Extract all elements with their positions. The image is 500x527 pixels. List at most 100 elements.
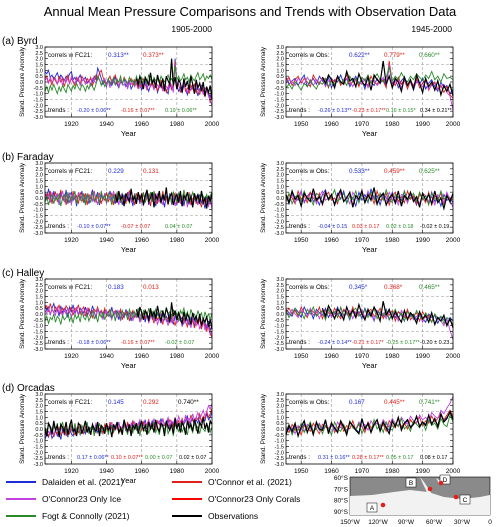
y-tick-label: 2.5 bbox=[35, 283, 43, 289]
correl-value: 0.741** bbox=[419, 399, 440, 406]
map-lon-label: 60°W bbox=[426, 518, 443, 526]
x-tick-label: 1950 bbox=[294, 353, 309, 360]
x-tick-label: 1990 bbox=[415, 353, 430, 360]
y-tick-label: 0.0 bbox=[35, 312, 43, 318]
y-tick-label: -1.5 bbox=[275, 445, 284, 451]
y-tick-label: 0.0 bbox=[276, 80, 284, 86]
legend-label: O'Connor23 Only Corals bbox=[208, 494, 300, 504]
correl-value: 0.622** bbox=[349, 52, 370, 59]
legend-label: O'Connor23 Only Ice bbox=[42, 494, 121, 504]
map-lat-label: 80°S bbox=[334, 497, 349, 505]
series-line-4 bbox=[135, 58, 213, 100]
y-tick-label: 3.0 bbox=[35, 392, 43, 398]
x-tick-label: 1990 bbox=[415, 237, 430, 244]
series-line-4 bbox=[135, 302, 213, 330]
correl-value: 0.779** bbox=[384, 52, 405, 59]
x-axis-label: Year bbox=[362, 129, 378, 138]
x-tick-label: 1960 bbox=[134, 121, 149, 128]
y-tick-label: 2.5 bbox=[276, 283, 284, 289]
series-line-2 bbox=[44, 305, 213, 337]
y-tick-label: -2.5 bbox=[34, 225, 43, 231]
correl-value: 0.459** bbox=[384, 168, 405, 175]
map-lon-label: 0 bbox=[488, 519, 492, 526]
correls-prefix: correls w Obs: bbox=[289, 399, 329, 406]
y-tick-label: -1.0 bbox=[275, 439, 284, 445]
y-tick-label: -2.0 bbox=[34, 335, 43, 341]
x-tick-label: 1980 bbox=[385, 237, 400, 244]
period-label-right: 1945-2000 bbox=[411, 24, 452, 34]
trend-value: 0.03 ± 0.17 bbox=[352, 224, 379, 230]
y-tick-label: 3.0 bbox=[276, 45, 284, 51]
x-tick-label: 1960 bbox=[134, 353, 149, 360]
y-tick-label: -0.5 bbox=[34, 318, 43, 324]
y-tick-label: 2.0 bbox=[276, 173, 284, 179]
trend-value: 0.08 ± 0.17 bbox=[420, 455, 447, 461]
x-tick-label: 2000 bbox=[446, 468, 461, 475]
y-tick-label: 3.0 bbox=[276, 277, 284, 283]
y-tick-label: 2.0 bbox=[35, 404, 43, 410]
y-tick-label: 2.0 bbox=[276, 57, 284, 63]
y-tick-label: -2.5 bbox=[34, 341, 43, 347]
y-tick-label: 1.0 bbox=[276, 300, 284, 306]
y-axis-label: Stand. Pressure Anomaly bbox=[260, 278, 267, 349]
x-tick-label: 1920 bbox=[64, 121, 79, 128]
trend-value: 0.00 ± 0.07 bbox=[145, 455, 172, 461]
map-lat-label: 90°S bbox=[334, 508, 349, 516]
correls-prefix: correls w FC21: bbox=[48, 399, 92, 406]
panel-3-right: -3.0-2.5-2.0-1.5-1.0-0.50.00.51.01.52.02… bbox=[260, 392, 461, 485]
series-line-4 bbox=[44, 417, 213, 438]
y-tick-label: 2.5 bbox=[276, 167, 284, 173]
x-tick-label: 1980 bbox=[170, 468, 185, 475]
y-tick-label: -2.0 bbox=[275, 450, 284, 456]
correl-value: 0.368* bbox=[384, 284, 403, 291]
site-map: 60°S 70°S 80°S 90°S 150°W 120°W 90°W 60°W 30°W 0 A… bbox=[334, 474, 492, 526]
y-tick-label: -1.5 bbox=[34, 330, 43, 336]
site-label-box bbox=[439, 474, 451, 485]
trend-value: 0.31 ± 0.16** bbox=[318, 455, 351, 461]
series-line-2 bbox=[44, 63, 213, 106]
x-tick-label: 1980 bbox=[385, 353, 400, 360]
x-axis-label: Year bbox=[121, 245, 137, 254]
y-tick-label: -1.0 bbox=[34, 324, 43, 330]
trends-prefix: trends : bbox=[48, 107, 69, 114]
map-lon-label: 150°W bbox=[340, 518, 360, 526]
y-tick-label: -3.0 bbox=[275, 115, 284, 121]
y-tick-label: -0.5 bbox=[275, 202, 284, 208]
trends-prefix: trends : bbox=[289, 223, 310, 230]
y-axis-label: Stand. Pressure Anomaly bbox=[19, 393, 26, 464]
x-axis-label: Year bbox=[362, 361, 378, 370]
series-line-4 bbox=[321, 60, 454, 98]
site-label: A bbox=[370, 505, 375, 512]
series-line-3 bbox=[44, 306, 213, 325]
y-tick-label: 1.0 bbox=[35, 415, 43, 421]
y-axis-label: Stand. Pressure Anomaly bbox=[260, 46, 267, 117]
x-tick-label: 1950 bbox=[294, 468, 309, 475]
legend-label: Observations bbox=[208, 511, 258, 521]
correls-prefix: correls w Obs: bbox=[289, 168, 329, 175]
correl-value: 0.167 bbox=[349, 399, 365, 406]
trend-value: 0.04 ± 0.07 bbox=[165, 224, 192, 230]
y-tick-label: 0.5 bbox=[35, 306, 43, 312]
x-axis-label: Year bbox=[121, 129, 137, 138]
y-tick-label: 1.5 bbox=[276, 179, 284, 185]
y-tick-label: -2.0 bbox=[34, 219, 43, 225]
trend-value: -0.07 ± 0.07 bbox=[121, 224, 150, 230]
y-tick-label: 1.0 bbox=[35, 300, 43, 306]
trend-value: 0.05 ± 0.17 bbox=[386, 455, 413, 461]
trend-value: -0.02 ± 0.07 bbox=[165, 340, 194, 346]
y-tick-label: -2.5 bbox=[275, 456, 284, 462]
y-tick-label: 1.5 bbox=[276, 295, 284, 301]
y-tick-label: -1.0 bbox=[34, 208, 43, 214]
panel-title: (c) Halley bbox=[2, 268, 44, 279]
trend-value: -0.21 ± 0.17* bbox=[352, 340, 384, 346]
map-lat-label: 60°S bbox=[334, 474, 349, 482]
trend-value: -0.23 ± 0.17** bbox=[352, 108, 386, 114]
legend-label: O'Connor et al. (2021) bbox=[208, 477, 292, 487]
correl-value: 0.145 bbox=[108, 399, 124, 406]
y-tick-label: 0.0 bbox=[35, 196, 43, 202]
y-tick-label: 0.0 bbox=[276, 312, 284, 318]
y-tick-label: 1.5 bbox=[35, 63, 43, 69]
y-tick-label: 3.0 bbox=[276, 161, 284, 167]
trend-value: -0.25 ± 0.17** bbox=[386, 340, 420, 346]
x-tick-label: 1950 bbox=[294, 121, 309, 128]
